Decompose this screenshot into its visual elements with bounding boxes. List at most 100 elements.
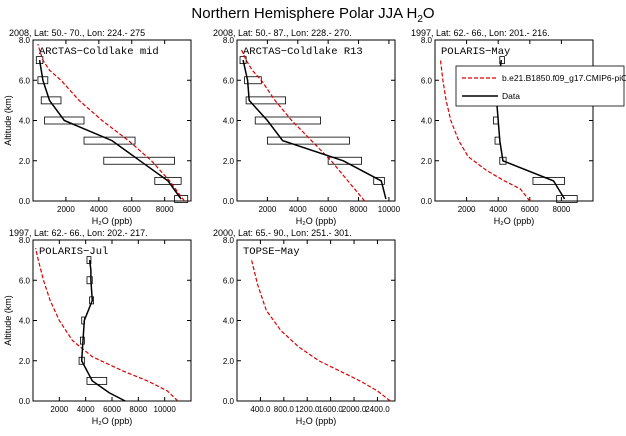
plot-frame: [236, 39, 396, 202]
x-tick-label: 10000: [154, 405, 177, 414]
chart-panel-5: 2000, Lat: 65.- 90., Lon: 251.- 301. TOPS…: [213, 228, 396, 426]
y-axis-label: Altitude (km): [3, 295, 13, 346]
x-tick-label: 8000: [156, 205, 174, 214]
x-tick-label: 2000.0: [342, 405, 367, 414]
chart-panel-3: 1997, Lat: 62.- 66., Lon: 201.- 216. POLA…: [411, 28, 594, 226]
y-tick-label: 2.0: [223, 157, 235, 166]
x-tick-label: 6000: [319, 205, 337, 214]
x-tick-label: 10000: [378, 205, 401, 214]
legend: b.e21.B1850.f09_g17.CMIP6-piCon Data: [455, 65, 626, 107]
y-tick-label: 6.0: [223, 76, 235, 85]
y-tick-label: 0.0: [19, 197, 31, 206]
panels: 2008, Lat: 50.- 70., Lon: 224.- 275 ARCTA…: [3, 28, 594, 426]
x-tick-label: 1600.0: [318, 405, 343, 414]
y-tick-label: 6.0: [19, 276, 31, 285]
data-range-box: [245, 96, 287, 105]
model-line: [251, 259, 391, 402]
data-range-box: [174, 195, 189, 203]
x-tick-label: 4000: [489, 205, 507, 214]
data-range-box: [40, 96, 62, 105]
y-tick-label: 0.0: [421, 197, 433, 206]
data-range-box: [327, 156, 362, 165]
y-tick-label: 4.0: [421, 117, 433, 126]
panel-header: 2000, Lat: 65.- 90., Lon: 251.- 301.: [213, 228, 352, 238]
x-tick-label: 6000: [521, 205, 539, 214]
data-line: [242, 59, 387, 200]
y-axis-label: Altitude (km): [3, 95, 13, 146]
campaign-label: ARCTAS−Coldlake mid: [39, 46, 159, 58]
data-range-box: [373, 176, 385, 185]
data-range-box: [86, 276, 93, 285]
data-range-box: [254, 116, 321, 125]
figure-title: Northern Hemisphere Polar JJA H2O: [191, 5, 434, 25]
data-line: [80, 260, 126, 402]
y-tick-label: 4.0: [19, 117, 31, 126]
x-tick-label: 4000: [289, 205, 307, 214]
panel-header: 1997, Lat: 62.- 66., Lon: 202.- 217.: [9, 228, 148, 238]
y-tick-label: 8.0: [421, 36, 433, 45]
x-tick-label: 6000: [103, 405, 121, 414]
y-tick-label: 4.0: [223, 117, 235, 126]
panel-header: 2008, Lat: 50.- 87., Lon: 228.- 270.: [213, 28, 352, 38]
panel-header: 1997, Lat: 62.- 66., Lon: 201.- 216.: [411, 28, 550, 38]
x-tick-label: 2000: [258, 205, 276, 214]
y-tick-label: 2.0: [223, 357, 235, 366]
x-axis-label: H₂O (ppb): [296, 216, 337, 226]
plot-frame: [434, 39, 594, 202]
x-tick-label: 8000: [350, 205, 368, 214]
y-tick-label: 6.0: [421, 76, 433, 85]
y-tick-label: 0.0: [223, 197, 235, 206]
x-axis-label: H₂O (ppb): [92, 216, 133, 226]
x-tick-label: 4000: [77, 405, 95, 414]
chart-panel-2: 2008, Lat: 50.- 87., Lon: 228.- 270. ARCT…: [213, 28, 401, 226]
y-tick-label: 2.0: [19, 157, 31, 166]
y-tick-label: 8.0: [223, 236, 235, 245]
data-range-box: [83, 136, 136, 145]
campaign-label: POLARIS−Jul: [39, 246, 108, 258]
data-range-box: [499, 56, 505, 65]
x-axis-label: H₂O (ppb): [92, 416, 133, 426]
data-range-box: [556, 195, 578, 203]
y-tick-label: 2.0: [421, 157, 433, 166]
x-tick-label: 2400.0: [365, 405, 390, 414]
plot-frame: [32, 39, 192, 202]
x-tick-label: 8000: [129, 405, 147, 414]
data-range-box: [86, 256, 92, 265]
x-tick-label: 8000: [553, 205, 571, 214]
model-line: [35, 247, 179, 402]
plot-frame: [32, 239, 192, 402]
y-tick-label: 8.0: [19, 36, 31, 45]
x-tick-label: 800.0: [274, 405, 295, 414]
y-tick-label: 6.0: [19, 76, 31, 85]
plot-frame: [236, 239, 396, 402]
x-tick-label: 6000: [123, 205, 141, 214]
y-tick-label: 8.0: [223, 36, 235, 45]
y-tick-label: 0.0: [223, 397, 235, 406]
data-range-box: [154, 176, 182, 185]
y-tick-label: 2.0: [19, 357, 31, 366]
legend-box: [455, 65, 625, 107]
model-line: [37, 43, 185, 202]
x-tick-label: 1200.0: [295, 405, 320, 414]
chart-panel-1: 2008, Lat: 50.- 70., Lon: 224.- 275 ARCTA…: [3, 28, 192, 226]
x-tick-label: 2000: [50, 405, 68, 414]
y-tick-label: 8.0: [19, 236, 31, 245]
x-axis-label: H₂O (ppb): [494, 216, 535, 226]
data-line: [38, 59, 182, 200]
y-tick-label: 4.0: [223, 317, 235, 326]
model-line: [439, 60, 531, 202]
y-tick-label: 6.0: [223, 276, 235, 285]
legend-model-label: b.e21.B1850.f09_g17.CMIP6-piCon: [502, 73, 626, 83]
x-tick-label: 400.0: [250, 405, 271, 414]
campaign-label: ARCTAS−Coldlake R13: [243, 46, 363, 58]
x-tick-label: 4000: [90, 205, 108, 214]
data-range-box: [239, 56, 247, 65]
y-tick-label: 4.0: [19, 317, 31, 326]
x-tick-label: 2000: [458, 205, 476, 214]
panel-header: 2008, Lat: 50.- 70., Lon: 224.- 275: [9, 28, 145, 38]
campaign-label: TOPSE−May: [243, 246, 300, 258]
data-range-box: [103, 156, 175, 165]
x-tick-label: 2000: [57, 205, 75, 214]
data-range-box: [532, 176, 565, 185]
